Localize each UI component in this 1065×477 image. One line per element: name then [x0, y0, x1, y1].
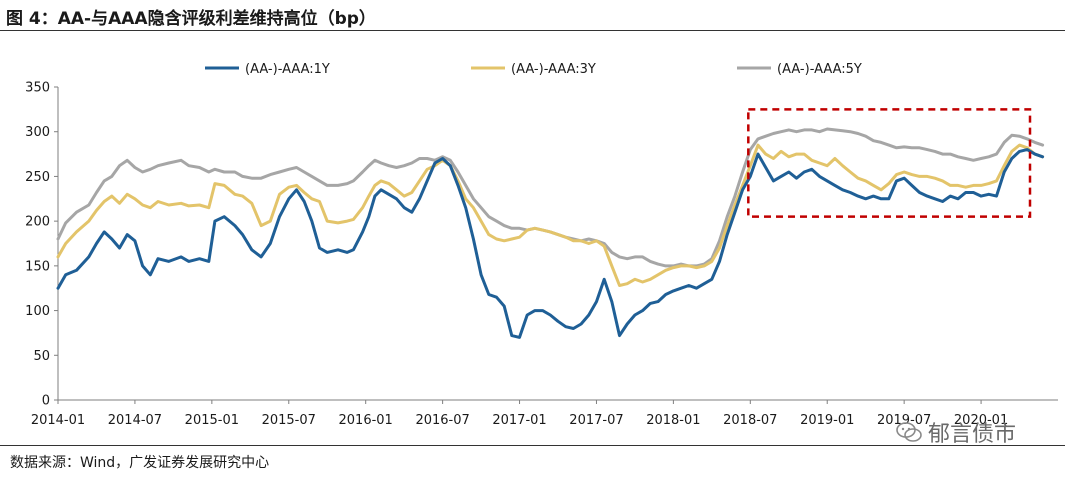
watermark-text: 郁言债市	[928, 422, 1017, 447]
x-tick-label: 2019-07	[877, 413, 931, 428]
chart-axes: 0 50 100 150 200 250 300 350 2014-01 2014-07 2015-…	[25, 81, 1058, 428]
wechat-icon	[896, 422, 922, 442]
series-line	[56, 127, 1045, 268]
x-tick-label: 2018-01	[646, 413, 700, 428]
y-tick-label: 250	[25, 170, 50, 185]
watermark: 郁言债市	[896, 416, 1016, 448]
legend-label: (AA-)-AAA:3Y	[511, 62, 596, 77]
x-tick-label: 2015-07	[262, 413, 316, 428]
x-tick-label: 2016-01	[339, 413, 393, 428]
source-note: 数据来源：Wind，广发证券发展研究中心	[10, 455, 270, 471]
x-tick-label: 2017-01	[492, 413, 546, 428]
x-tick-label: 2014-01	[31, 413, 85, 428]
y-tick-label: 350	[25, 81, 50, 96]
legend-label: (AA-)-AAA:1Y	[245, 62, 330, 77]
top-rule	[0, 30, 1065, 31]
x-tick-label: 2014-07	[108, 413, 162, 428]
bottom-rule	[0, 445, 1065, 446]
highlight-rect	[747, 108, 1032, 218]
figure-title: 图 4：AA-与AAA隐含评级利差维持高位（bp）	[6, 9, 376, 29]
y-tick-label: 100	[25, 304, 50, 319]
x-tick-label: 2020-01	[954, 413, 1008, 428]
series-line	[56, 148, 1045, 339]
chart-legend: (AA-)-AAA:1Y (AA-)-AAA:3Y (AA-)-AAA:5Y	[205, 62, 862, 77]
y-tick-label: 150	[25, 259, 50, 274]
highlight-box	[747, 108, 1032, 218]
y-tick-label: 200	[25, 215, 50, 230]
y-tick-label: 0	[42, 394, 50, 409]
x-tick-label: 2015-01	[185, 413, 239, 428]
series-line	[56, 143, 1045, 287]
chart-series	[56, 127, 1045, 339]
x-tick-label: 2019-01	[800, 413, 854, 428]
y-tick-label: 50	[33, 349, 50, 364]
x-tick-label: 2016-07	[415, 413, 469, 428]
legend-label: (AA-)-AAA:5Y	[777, 62, 862, 77]
y-tick-label: 300	[25, 125, 50, 140]
x-tick-label: 2018-07	[723, 413, 777, 428]
x-tick-label: 2017-07	[569, 413, 623, 428]
